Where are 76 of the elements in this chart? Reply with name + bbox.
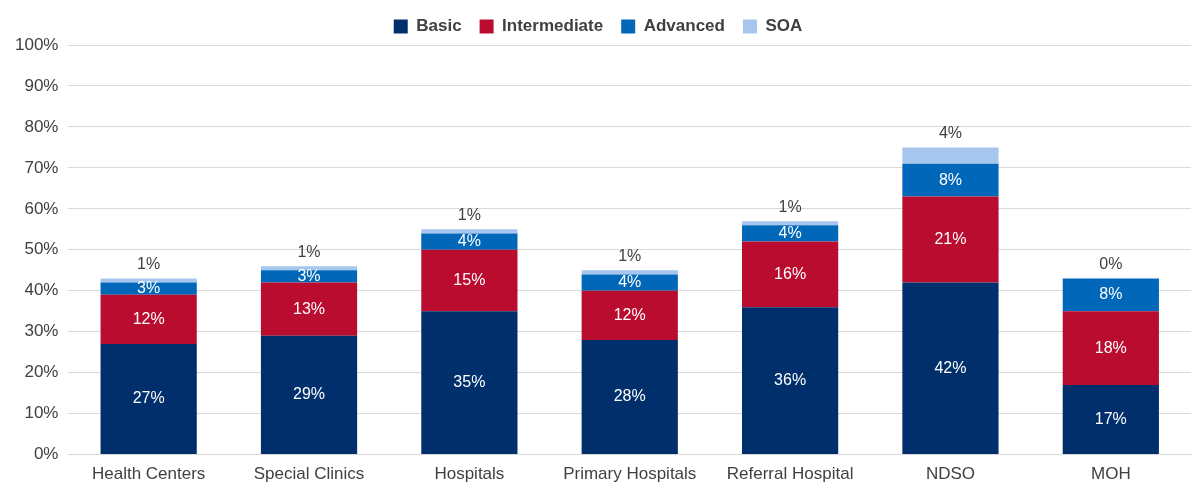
data-label: 8% — [938, 170, 963, 188]
bar — [260, 270, 358, 283]
data-label: 1% — [778, 197, 802, 215]
y-tick-label: 40% — [24, 280, 59, 300]
legend-label: Advanced — [643, 16, 725, 36]
bar — [741, 221, 839, 226]
bar — [741, 225, 839, 242]
data-label: 8% — [1099, 285, 1123, 303]
bar — [260, 266, 358, 271]
data-label: 4% — [618, 272, 642, 290]
data-label: 27% — [132, 389, 165, 407]
data-label: 13% — [293, 299, 326, 317]
bar — [902, 147, 999, 164]
data-label: 18% — [1094, 338, 1127, 356]
x-tick-label: Health Centers — [91, 464, 206, 484]
data-label: 12% — [132, 309, 165, 327]
x-tick-label: Primary Hospitals — [563, 464, 697, 484]
bar — [1062, 278, 1159, 312]
data-label: 15% — [453, 270, 486, 288]
x-tick-label: Hospitals — [434, 464, 505, 484]
legend-label: Basic — [416, 16, 462, 36]
bar — [581, 339, 678, 455]
data-label: 29% — [293, 385, 326, 403]
bar — [260, 335, 358, 455]
y-tick-label: 10% — [24, 403, 59, 423]
bar — [581, 290, 678, 340]
bar — [902, 282, 999, 455]
bar — [741, 307, 839, 455]
bar — [902, 196, 999, 283]
data-label: 0% — [1099, 254, 1123, 272]
data-label: 3% — [297, 266, 321, 284]
bar — [741, 241, 839, 308]
x-tick-label: Special Clinics — [253, 464, 365, 484]
data-label: 4% — [938, 123, 963, 141]
data-label: 28% — [613, 387, 646, 405]
y-tick-label: 60% — [24, 198, 59, 218]
data-label: 21% — [934, 229, 967, 247]
bar — [100, 344, 197, 455]
y-tick-label: 30% — [24, 321, 59, 341]
data-label: 3% — [137, 279, 161, 297]
legend-label: SOA — [765, 16, 803, 36]
x-tick-label: Referral Hospital — [726, 464, 854, 484]
y-tick-label: 70% — [24, 157, 59, 177]
data-label: 17% — [1094, 409, 1127, 427]
y-tick-label: 20% — [24, 362, 59, 382]
y-tick-label: 100% — [15, 34, 59, 54]
bar — [100, 294, 197, 345]
bar — [581, 274, 678, 291]
bar — [421, 233, 518, 250]
bar — [100, 278, 197, 283]
data-label: 1% — [457, 205, 481, 223]
data-label: 4% — [457, 232, 481, 250]
bar — [421, 229, 518, 234]
data-label: 4% — [778, 223, 802, 241]
data-label: 1% — [297, 242, 321, 260]
bar — [581, 270, 678, 275]
x-tick-label: MOH — [1090, 464, 1131, 484]
data-label: 35% — [453, 373, 486, 391]
legend-label: Intermediate — [502, 16, 604, 36]
y-tick-label: 90% — [24, 75, 59, 95]
bar — [421, 249, 518, 312]
bar — [421, 311, 518, 455]
y-tick-label: 50% — [24, 239, 59, 259]
bar — [1062, 384, 1159, 455]
data-label: 42% — [934, 358, 967, 376]
bar — [260, 282, 358, 336]
bar — [1062, 311, 1159, 385]
y-tick-label: 0% — [33, 444, 59, 464]
data-label: 36% — [774, 371, 807, 389]
y-tick-label: 80% — [24, 116, 59, 136]
x-tick-label: NDSO — [925, 464, 976, 484]
bar — [902, 163, 999, 197]
data-label: 16% — [774, 264, 807, 282]
data-label: 1% — [618, 246, 642, 264]
data-label: 12% — [613, 305, 646, 323]
data-label: 1% — [137, 254, 161, 272]
